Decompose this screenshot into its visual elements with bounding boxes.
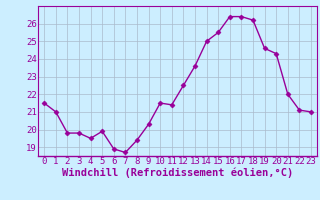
X-axis label: Windchill (Refroidissement éolien,°C): Windchill (Refroidissement éolien,°C): [62, 168, 293, 178]
